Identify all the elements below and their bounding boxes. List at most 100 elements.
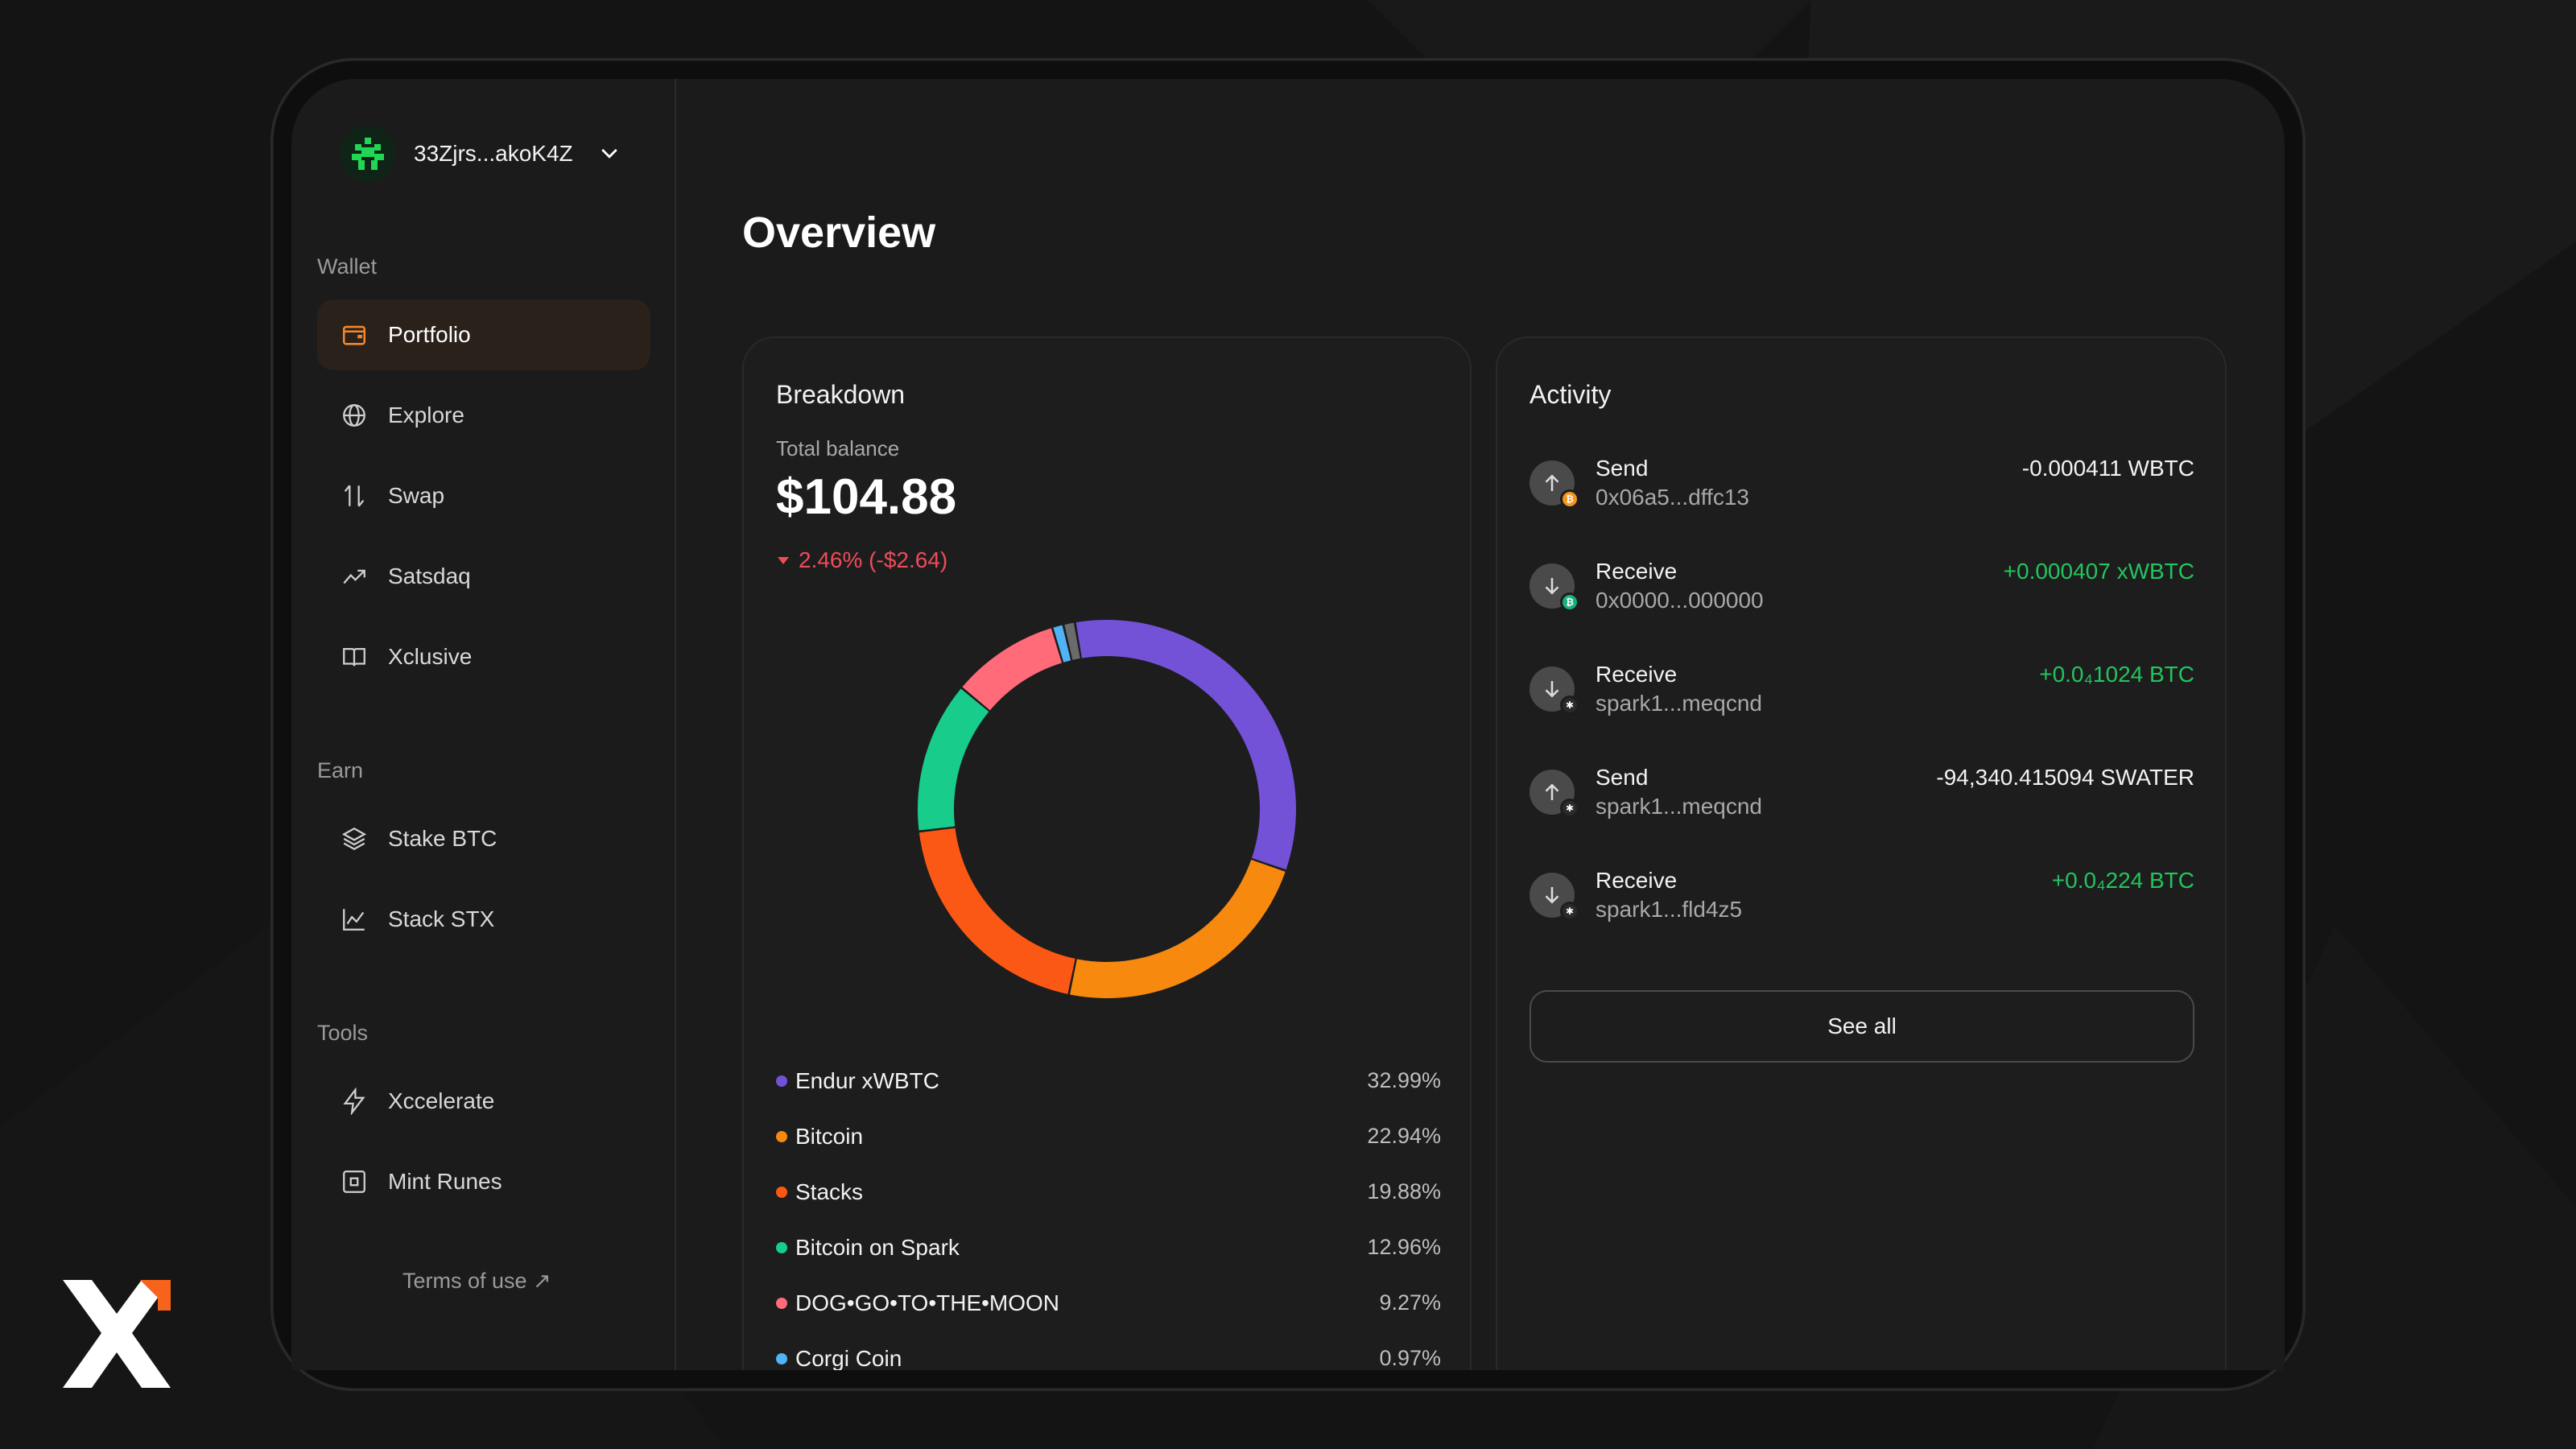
legend-percent: 32.99% — [1367, 1068, 1441, 1092]
breakdown-legend: Endur xWBTC 32.99% Bitcoin 22.94% Stacks… — [776, 1053, 1441, 1370]
activity-type: Send — [1596, 456, 1649, 481]
total-balance-label: Total balance — [776, 436, 900, 460]
sidebar: 33Zjrs...akoK4Z Wallet Portfolio Explore… — [291, 79, 676, 1370]
legend-percent: 9.27% — [1379, 1290, 1441, 1315]
section-label-tools: Tools — [317, 1021, 369, 1045]
legend-percent: 19.88% — [1367, 1179, 1441, 1203]
legend-dot — [776, 1075, 787, 1087]
pixel-avatar-icon — [352, 138, 384, 170]
activity-amount: +0.000407 xWBTC — [2003, 559, 2194, 584]
legend-row: DOG•GO•TO•THE•MOON 9.27% — [776, 1275, 1441, 1331]
legend-dot — [776, 1297, 787, 1309]
book-icon — [340, 642, 369, 671]
breakdown-title: Breakdown — [776, 380, 906, 409]
account-switcher[interactable]: 33Zjrs...akoK4Z — [340, 126, 621, 182]
activity-card: Activity ₿ Send 0x06a5...dffc13 -0.00041… — [1496, 336, 2227, 1370]
legend-dot — [776, 1352, 787, 1364]
activity-type: Receive — [1596, 662, 1678, 687]
chart-line-icon — [340, 905, 369, 934]
legend-name: Bitcoin — [795, 1123, 864, 1149]
activity-address: spark1...meqcnd — [1596, 691, 1762, 716]
sidebar-item-stake-btc[interactable]: Stake BTC — [317, 803, 650, 874]
sidebar-item-label: Portfolio — [388, 322, 471, 347]
sidebar-item-swap[interactable]: Swap — [317, 460, 650, 531]
swap-icon — [340, 481, 369, 510]
activity-item[interactable]: ₿ Receive 0x0000...000000 +0.000407 xWBT… — [1530, 559, 2194, 662]
total-balance-value: $104.88 — [776, 469, 957, 525]
bolt-icon — [340, 1087, 369, 1116]
spark-badge-icon: ✱ — [1560, 902, 1579, 921]
legend-row: Stacks 19.88% — [776, 1164, 1441, 1220]
breakdown-donut-chart — [918, 620, 1296, 998]
activity-item[interactable]: ₿ Send 0x06a5...dffc13 -0.000411 WBTC — [1530, 456, 2194, 559]
legend-row: Bitcoin on Spark 12.96% — [776, 1220, 1441, 1275]
activity-item[interactable]: ✱ Send spark1...meqcnd -94,340.415094 SW… — [1530, 765, 2194, 868]
activity-address: spark1...fld4z5 — [1596, 897, 1743, 922]
bitcoin-badge-icon: ₿ — [1560, 489, 1579, 509]
square-icon — [340, 1167, 369, 1196]
token-badge-icon: ₿ — [1560, 592, 1579, 612]
activity-list: ₿ Send 0x06a5...dffc13 -0.000411 WBTC ₿ … — [1530, 456, 2194, 971]
legend-name: Corgi Coin — [795, 1345, 902, 1371]
arrow-down-icon — [1530, 667, 1575, 712]
activity-type: Receive — [1596, 559, 1678, 584]
legend-percent: 0.97% — [1379, 1346, 1441, 1370]
balance-change: 2.46% (-$2.64) — [776, 547, 947, 573]
see-all-button[interactable]: See all — [1530, 990, 2194, 1063]
section-label-earn: Earn — [317, 758, 364, 782]
activity-item[interactable]: ✱ Receive spark1...meqcnd +0.0₄1024 BTC — [1530, 662, 2194, 765]
donut-slice-dog-go-to-the-moon — [962, 628, 1063, 711]
sidebar-item-label: Stack STX — [388, 906, 495, 931]
donut-slice-corgi-coin — [1053, 625, 1071, 663]
legend-row: Bitcoin 22.94% — [776, 1108, 1441, 1164]
sidebar-item-xclusive[interactable]: Xclusive — [317, 621, 650, 692]
activity-type: Receive — [1596, 868, 1678, 893]
legend-dot — [776, 1186, 787, 1198]
activity-address: 0x0000...000000 — [1596, 588, 1764, 613]
legend-percent: 12.96% — [1367, 1235, 1441, 1259]
trend-up-icon — [340, 562, 369, 591]
app-screen: 33Zjrs...akoK4Z Wallet Portfolio Explore… — [291, 79, 2285, 1370]
sidebar-item-label: Explore — [388, 402, 464, 427]
wallet-icon — [340, 320, 369, 349]
legend-row: Corgi Coin 0.97% — [776, 1331, 1441, 1370]
activity-address: 0x06a5...dffc13 — [1596, 485, 1749, 510]
brand-logo-icon — [63, 1280, 171, 1388]
sidebar-item-label: Stake BTC — [388, 826, 497, 851]
legend-row: Endur xWBTC 32.99% — [776, 1053, 1441, 1108]
activity-type: Send — [1596, 765, 1649, 790]
activity-address: spark1...meqcnd — [1596, 794, 1762, 819]
donut-slice-bitcoin-on-spark — [918, 688, 989, 831]
sidebar-item-label: Swap — [388, 483, 445, 508]
sidebar-item-satsdaq[interactable]: Satsdaq — [317, 541, 650, 612]
sidebar-item-label: Satsdaq — [388, 564, 471, 588]
donut-slice-endur-xwbtc — [1075, 620, 1296, 870]
sidebar-item-explore[interactable]: Explore — [317, 380, 650, 451]
legend-dot — [776, 1130, 787, 1142]
legend-name: DOG•GO•TO•THE•MOON — [795, 1290, 1060, 1315]
activity-amount: +0.0₄1024 BTC — [2039, 662, 2194, 687]
sidebar-item-xccelerate[interactable]: Xccelerate — [317, 1066, 650, 1137]
legend-name: Bitcoin on Spark — [795, 1234, 960, 1260]
sidebar-item-mint-runes[interactable]: Mint Runes — [317, 1146, 650, 1217]
caret-down-icon — [778, 557, 789, 564]
donut-slice-bitcoin — [1070, 860, 1286, 998]
page-title: Overview — [742, 208, 936, 257]
layers-icon — [340, 824, 369, 853]
activity-amount: +0.0₄224 BTC — [2051, 868, 2194, 893]
globe-icon — [340, 401, 369, 430]
spark-badge-icon: ✱ — [1560, 696, 1579, 715]
terms-of-use-link[interactable]: Terms of use ↗ — [402, 1269, 551, 1293]
balance-change-text: 2.46% (-$2.64) — [799, 547, 948, 572]
activity-title: Activity — [1530, 380, 1612, 409]
activity-item[interactable]: ✱ Receive spark1...fld4z5 +0.0₄224 BTC — [1530, 868, 2194, 971]
legend-dot — [776, 1241, 787, 1253]
legend-name: Stacks — [795, 1179, 864, 1204]
activity-amount: -0.000411 WBTC — [2021, 456, 2194, 481]
legend-percent: 22.94% — [1367, 1124, 1441, 1148]
chevron-down-icon — [601, 149, 617, 159]
sidebar-item-stack-stx[interactable]: Stack STX — [317, 884, 650, 955]
account-name: 33Zjrs...akoK4Z — [414, 141, 573, 166]
sidebar-item-portfolio[interactable]: Portfolio — [317, 299, 650, 370]
account-avatar — [340, 126, 396, 182]
